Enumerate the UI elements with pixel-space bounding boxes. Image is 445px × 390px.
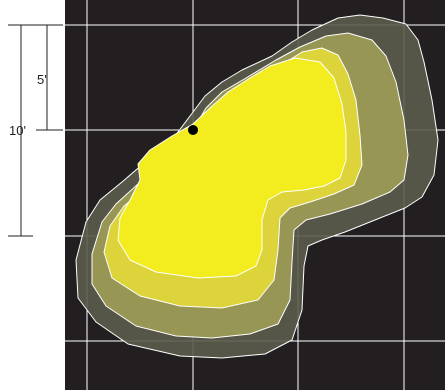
illuminance-contours	[75, 14, 439, 359]
scale-label-5ft: 5'	[37, 72, 47, 87]
scale-label-10ft: 10'	[9, 123, 26, 138]
fixture-point	[188, 125, 198, 135]
contour-core	[117, 57, 347, 279]
scale-indicator: 5' 10'	[8, 24, 63, 237]
